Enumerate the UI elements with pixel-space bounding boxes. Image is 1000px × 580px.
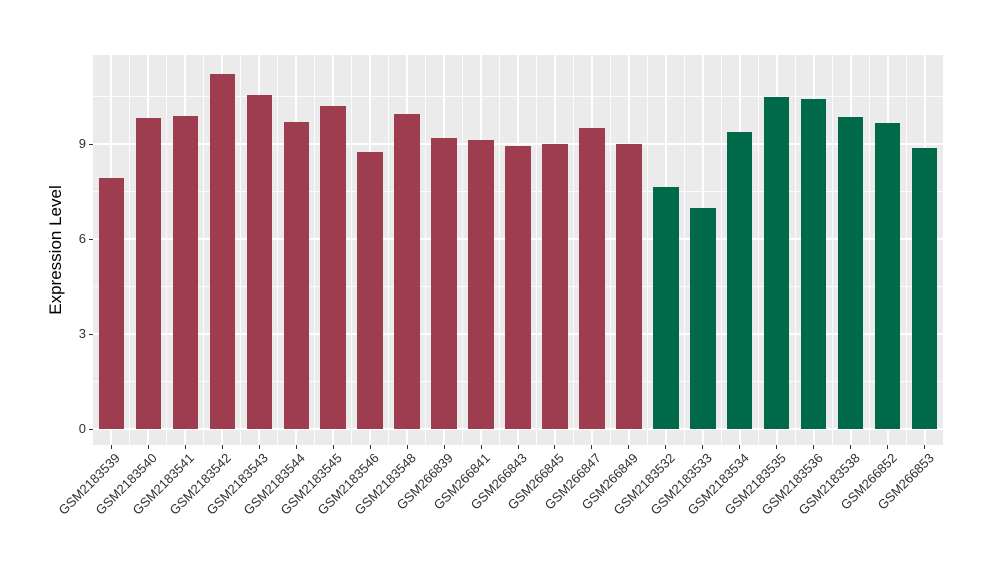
- x-tick-mark: [739, 445, 741, 449]
- bar-GSM2183532: [653, 187, 679, 429]
- bar-GSM2183542: [209, 73, 236, 429]
- bar-GSM2183543: [246, 94, 273, 429]
- x-tick-mark: [813, 445, 815, 449]
- gridline-minor-v: [166, 55, 168, 445]
- x-tick-mark: [221, 445, 223, 449]
- bar-GSM2183533: [690, 207, 716, 429]
- x-tick-mark: [591, 445, 593, 449]
- y-tick-mark: [89, 429, 93, 430]
- gridline-minor-v: [425, 55, 427, 445]
- gridline-minor-v: [794, 55, 796, 445]
- gridline-minor-v: [462, 55, 464, 445]
- y-axis-title-text: Expression Level: [46, 185, 65, 315]
- x-tick-mark: [295, 445, 297, 449]
- x-tick-mark: [628, 445, 630, 449]
- bar-GSM266845: [542, 143, 568, 429]
- gridline-minor-v: [240, 55, 242, 445]
- bar-GSM2183536: [800, 98, 827, 429]
- bar-GSM2183545: [320, 105, 346, 429]
- bar-GSM266841: [468, 139, 494, 429]
- gridline-minor-v: [203, 55, 205, 445]
- x-tick-mark: [406, 445, 408, 449]
- x-tick-mark: [665, 445, 667, 449]
- x-tick-mark: [369, 445, 371, 449]
- gridline-minor-v: [388, 55, 390, 445]
- gridline-minor-v: [129, 55, 131, 445]
- gridline-minor-v: [646, 55, 648, 445]
- x-tick-mark: [480, 445, 482, 449]
- bar-GSM2183534: [726, 132, 753, 429]
- gridline-minor-v: [351, 55, 353, 445]
- x-tick-mark: [850, 445, 852, 449]
- bar-GSM266853: [911, 148, 938, 429]
- y-tick-label: 3: [78, 325, 86, 341]
- y-tick-label: 6: [78, 230, 86, 246]
- x-tick-mark: [554, 445, 556, 449]
- x-tick-mark: [443, 445, 445, 449]
- x-tick-mark: [776, 445, 778, 449]
- gridline-minor-v: [314, 55, 316, 445]
- bar-GSM2183546: [357, 152, 383, 429]
- x-tick-mark: [924, 445, 926, 449]
- bar-GSM2183548: [394, 113, 420, 429]
- y-tick-label: 9: [78, 135, 86, 151]
- bar-GSM266843: [505, 146, 531, 429]
- x-tick-mark: [184, 445, 186, 449]
- x-tick-mark: [887, 445, 889, 449]
- gridline-minor-v: [757, 55, 759, 445]
- x-tick-mark: [517, 445, 519, 449]
- gridline-minor-v: [905, 55, 907, 445]
- bar-GSM266852: [874, 123, 901, 429]
- bar-GSM266839: [431, 137, 457, 429]
- y-tick-label: 0: [78, 421, 86, 436]
- bar-GSM266847: [579, 127, 605, 429]
- gridline-minor-v: [499, 55, 501, 445]
- x-tick-mark: [702, 445, 704, 449]
- gridline-minor-v: [868, 55, 870, 445]
- bar-GSM2183541: [172, 115, 199, 429]
- x-tick-mark: [258, 445, 260, 449]
- gridline-minor-v: [609, 55, 611, 445]
- bar-GSM2183544: [283, 122, 309, 429]
- y-tick-mark: [89, 333, 93, 335]
- bar-GSM2183539: [98, 177, 125, 429]
- gridline-minor-v: [572, 55, 574, 445]
- plot-panel: [93, 55, 943, 445]
- bar-GSM266849: [616, 144, 642, 429]
- bar-GSM2183540: [135, 118, 162, 429]
- bar-GSM2183538: [837, 116, 864, 429]
- x-tick-mark: [332, 445, 334, 449]
- gridline-minor-v: [683, 55, 685, 445]
- gridline-minor-v: [831, 55, 833, 445]
- y-tick-mark: [89, 238, 93, 240]
- x-tick-mark: [110, 445, 112, 449]
- bar-GSM2183535: [763, 97, 790, 429]
- gridline-minor-v: [535, 55, 537, 445]
- x-tick-mark: [147, 445, 149, 449]
- gridline-minor-v: [277, 55, 279, 445]
- y-tick-mark: [89, 143, 93, 145]
- gridline-minor-v: [720, 55, 722, 445]
